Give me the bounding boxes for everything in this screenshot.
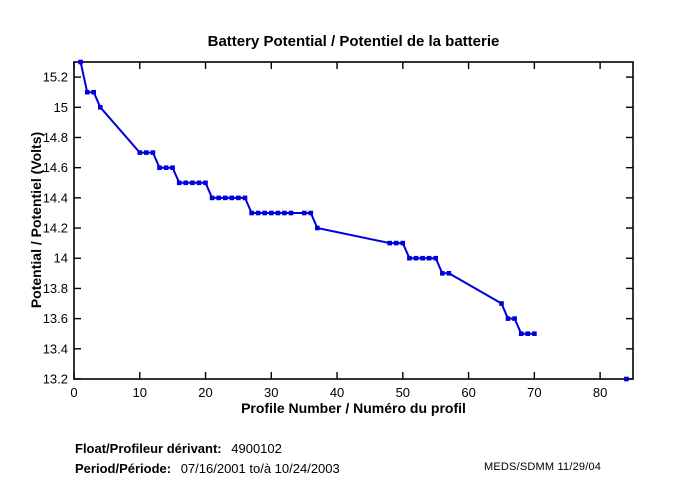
y-tick-label: 13.8	[43, 281, 68, 296]
data-marker	[505, 316, 511, 321]
data-marker	[170, 165, 175, 170]
x-tick-label: 30	[264, 385, 278, 400]
meds-sdmm-credit: MEDS/SDMM 11/29/04	[484, 461, 602, 473]
data-marker	[413, 255, 419, 261]
data-marker	[624, 376, 629, 382]
x-tick-label: 10	[133, 385, 147, 400]
data-marker	[387, 240, 392, 246]
data-marker	[157, 165, 162, 170]
data-marker	[407, 255, 412, 261]
x-tick-label: 60	[461, 385, 475, 400]
data-marker	[183, 180, 189, 186]
x-axis-label: Profile Number / Numéro du profil	[241, 400, 466, 416]
y-tick-label: 13.2	[43, 372, 68, 387]
data-marker	[499, 301, 504, 306]
data-marker	[242, 195, 248, 201]
data-marker	[518, 331, 524, 336]
data-marker	[163, 165, 169, 170]
data-marker	[196, 180, 202, 186]
data-marker	[98, 105, 103, 110]
data-marker	[236, 195, 241, 201]
x-tick-label: 0	[70, 385, 77, 400]
data-marker	[440, 271, 445, 276]
data-marker	[275, 210, 281, 216]
data-marker	[301, 210, 307, 216]
data-marker	[262, 210, 267, 216]
y-tick-label: 15.2	[43, 70, 68, 85]
data-marker	[137, 150, 143, 155]
data-marker	[190, 180, 195, 186]
y-tick-label: 15	[54, 100, 68, 115]
data-marker	[229, 195, 235, 201]
data-line-battery-potential	[79, 61, 535, 335]
data-marker	[209, 195, 215, 201]
float-id-line: Float/Profileur dérivant: 4900102	[75, 441, 282, 456]
data-marker	[144, 150, 149, 155]
data-marker	[426, 255, 432, 261]
plot-frame	[73, 61, 634, 380]
data-marker	[525, 331, 531, 336]
data-marker	[269, 210, 274, 216]
x-tick-label: 70	[527, 385, 541, 400]
y-tick-label: 13.6	[43, 311, 68, 326]
x-tick-label: 50	[396, 385, 410, 400]
y-tick-label: 14.6	[43, 160, 68, 175]
data-marker	[223, 195, 228, 201]
data-marker	[78, 59, 83, 65]
data-marker	[420, 255, 425, 261]
period-value: 07/16/2001 to/à 10/24/2003	[180, 461, 340, 476]
y-tick-label: 14.4	[43, 190, 68, 205]
data-marker	[512, 316, 517, 321]
float-id-value: 4900102	[231, 441, 282, 456]
data-marker	[532, 331, 537, 336]
period-label: Period/Période:	[75, 461, 172, 476]
y-tick-label: 14.8	[43, 130, 68, 145]
y-tick-label: 14.2	[43, 221, 68, 236]
data-marker	[203, 180, 208, 186]
y-tick-label: 13.4	[43, 341, 68, 356]
period-line: Period/Période: 07/16/2001 to/à 10/24/20…	[75, 461, 340, 476]
data-marker	[393, 240, 399, 246]
data-marker	[433, 255, 438, 261]
data-marker	[91, 89, 96, 95]
y-axis-label: Potential / Potentiel (Volts)	[28, 131, 44, 309]
data-marker	[400, 240, 406, 246]
data-marker	[176, 180, 182, 186]
x-tick-label: 40	[330, 385, 344, 400]
data-marker	[216, 195, 221, 201]
chart-title: Battery Potential / Potentiel de la batt…	[207, 33, 500, 50]
data-marker	[255, 210, 261, 216]
data-marker	[315, 225, 320, 231]
x-tick-label: 80	[593, 385, 607, 400]
data-marker	[282, 210, 287, 216]
data-marker	[249, 210, 254, 216]
data-marker	[84, 89, 90, 95]
y-tick-label: 14	[54, 251, 68, 266]
data-marker	[150, 150, 156, 155]
x-tick-label: 20	[198, 385, 212, 400]
data-marker	[446, 271, 452, 276]
float-id-label: Float/Profileur dérivant:	[75, 441, 222, 456]
data-marker	[288, 210, 294, 216]
data-marker	[308, 210, 314, 216]
